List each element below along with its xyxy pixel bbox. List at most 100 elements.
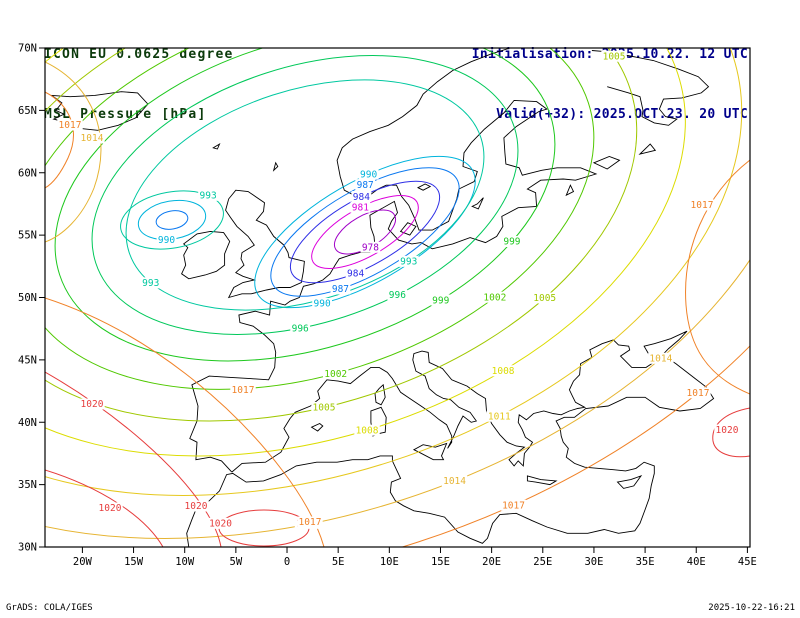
axes-frame: 70N 65N 60N 55N 50N 45N 40N 35N 30N 20W 15W 10W 5W 0 5…: [18, 43, 757, 569]
contour-label: 1020: [81, 399, 104, 410]
coastline-island: [310, 422, 324, 432]
contour-label: 1020: [99, 503, 122, 514]
isobar-1014: [45, 61, 102, 243]
contour-label: 1002: [483, 292, 506, 303]
creation-timestamp: 2025-10-22-16:21: [708, 603, 795, 613]
coastline-island: [212, 143, 221, 150]
contour-label-mask: [500, 499, 527, 511]
contour-label: 1002: [324, 369, 347, 380]
contour-label-mask: [156, 234, 177, 246]
contour-label-mask: [689, 199, 715, 211]
contour-label: 1005: [313, 403, 336, 414]
contour-label-mask: [330, 283, 351, 295]
contour-label-mask: [490, 365, 516, 377]
contour-label-mask: [97, 502, 123, 514]
contour-label-mask: [502, 236, 522, 248]
contour-label: 978: [362, 242, 379, 253]
contour-label: 984: [353, 192, 370, 203]
contour-label: 1011: [488, 411, 511, 422]
contour-label-mask: [79, 398, 105, 410]
contour-label: 990: [360, 169, 377, 180]
contour-label: 1017: [232, 385, 255, 396]
lat-tick-label: 40N: [18, 417, 37, 429]
contour-label: 987: [332, 284, 349, 295]
contour-label: 1005: [533, 293, 556, 304]
contour-label-mask: [323, 368, 349, 380]
contour-label-mask: [482, 291, 508, 303]
coastline-island: [471, 197, 484, 210]
contour-label: 1017: [502, 500, 525, 511]
contour-label-mask: [290, 322, 311, 334]
lon-tick-label: 45E: [738, 556, 757, 568]
isobar-1020: [712, 407, 750, 458]
isobar-996: [91, 55, 519, 335]
isobar-1005: [45, 48, 638, 422]
lon-tick-label: 40E: [687, 556, 706, 568]
isobar-984: [289, 180, 441, 284]
isobar-1017: [45, 91, 74, 189]
lon-tick-label: 30E: [584, 556, 603, 568]
lon-tick-label: 20E: [482, 556, 501, 568]
lat-tick-label: 70N: [18, 43, 37, 55]
lon-tick-label: 10E: [380, 556, 399, 568]
chart-title-block: ICON EU 0.0625 degree MSL Pressure [hPa]: [44, 5, 234, 165]
lon-tick-label: 5W: [230, 556, 243, 568]
coastline-island: [181, 230, 231, 280]
contour-label: 1014: [81, 133, 104, 144]
coastline-island: [374, 383, 386, 406]
coastline-island: [616, 474, 643, 489]
contour-label-mask: [685, 387, 711, 399]
contour-label: 984: [347, 268, 364, 279]
contour-label-mask: [430, 294, 451, 306]
contour-label: 993: [142, 278, 159, 289]
contour-label-mask: [354, 424, 380, 436]
coastline-island: [526, 475, 558, 486]
contour-label: 993: [200, 191, 217, 202]
contour-label: 1020: [185, 501, 208, 512]
contour-label: 990: [314, 299, 331, 310]
coastline-island: [399, 222, 417, 236]
isobar-987: [270, 167, 460, 297]
lat-tick-label: 60N: [18, 167, 37, 179]
coastline-island: [272, 161, 279, 172]
contour-label-mask: [312, 297, 333, 309]
coastline-island: [565, 184, 575, 197]
lon-tick-label: 25E: [533, 556, 552, 568]
isobar-993: [120, 190, 224, 250]
contour-label-mask: [350, 201, 371, 213]
contour-label-mask: [648, 352, 674, 364]
contour-label: 1008: [356, 425, 379, 436]
isobar-999: [54, 48, 556, 362]
contour-label-mask: [311, 401, 337, 413]
isobar-1011: [45, 48, 743, 496]
contour-label: 993: [400, 257, 417, 268]
contour-label-mask: [486, 410, 513, 422]
field-title: MSL Pressure [hPa]: [44, 107, 207, 122]
contour-label-mask: [140, 277, 161, 289]
lat-tick-label: 55N: [18, 230, 37, 242]
lat-tick-label: 65N: [18, 105, 37, 117]
contour-label-mask: [532, 292, 558, 304]
coastline-island: [592, 156, 621, 170]
contour-labels: 9909939789819849849879879909909939939969…: [57, 50, 740, 530]
contour-label: 1017: [59, 120, 82, 131]
lat-tick-label: 50N: [18, 292, 37, 304]
contour-label: 1020: [209, 519, 232, 530]
contour-label-mask: [387, 289, 408, 301]
lon-tick-label: 15W: [124, 556, 144, 568]
contour-label: 1014: [443, 476, 466, 487]
contour-label: 996: [292, 323, 309, 334]
contour-label: 981: [352, 202, 369, 213]
lon-tick-label: 20W: [73, 556, 93, 568]
coastline-island: [638, 143, 657, 155]
isobar-990: [254, 155, 476, 309]
contour-label-mask: [183, 500, 209, 512]
coastline: [591, 50, 710, 126]
contour-label-mask: [230, 384, 256, 396]
contour-label: 999: [503, 237, 520, 248]
lon-tick-label: 10W: [175, 556, 195, 568]
lon-tick-label: 35E: [636, 556, 655, 568]
